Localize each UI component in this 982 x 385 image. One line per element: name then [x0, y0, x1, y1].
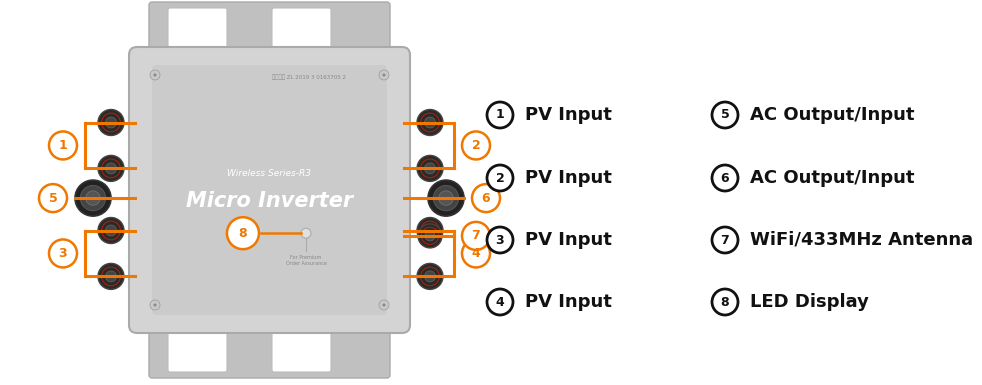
Circle shape	[153, 74, 156, 77]
Circle shape	[424, 117, 435, 128]
Circle shape	[81, 186, 106, 211]
Text: 6: 6	[482, 192, 490, 204]
Circle shape	[487, 102, 513, 128]
Text: 3: 3	[59, 247, 68, 260]
Circle shape	[379, 300, 389, 310]
FancyBboxPatch shape	[272, 8, 331, 62]
Circle shape	[424, 163, 435, 174]
Circle shape	[105, 163, 117, 174]
Text: 3: 3	[496, 233, 505, 246]
Text: 4: 4	[496, 296, 505, 308]
Circle shape	[105, 271, 117, 282]
Circle shape	[49, 239, 77, 268]
Circle shape	[153, 303, 156, 306]
Text: 7: 7	[721, 233, 730, 246]
Circle shape	[462, 131, 490, 159]
Circle shape	[462, 222, 490, 250]
Circle shape	[425, 231, 435, 241]
Text: 7: 7	[471, 229, 480, 243]
Text: For Premium
Order Assurance: For Premium Order Assurance	[286, 255, 326, 266]
Circle shape	[487, 165, 513, 191]
Text: Micro Inverter: Micro Inverter	[186, 191, 354, 211]
Text: 2: 2	[471, 139, 480, 152]
Text: AC Output/Input: AC Output/Input	[750, 169, 914, 187]
Circle shape	[150, 70, 160, 80]
Circle shape	[487, 227, 513, 253]
Text: 8: 8	[721, 296, 730, 308]
Circle shape	[472, 184, 500, 212]
Text: 2: 2	[496, 171, 505, 184]
Circle shape	[428, 180, 464, 216]
Circle shape	[417, 156, 443, 181]
Text: PV Input: PV Input	[525, 106, 612, 124]
FancyBboxPatch shape	[168, 8, 227, 62]
Text: AC Output/Input: AC Output/Input	[750, 106, 914, 124]
Circle shape	[98, 156, 124, 181]
Text: 5: 5	[49, 192, 57, 204]
Text: PV Input: PV Input	[525, 231, 612, 249]
Text: WiFi/433MHz Antenna: WiFi/433MHz Antenna	[750, 231, 973, 249]
Text: 1: 1	[59, 139, 68, 152]
Circle shape	[379, 70, 389, 80]
FancyBboxPatch shape	[168, 318, 227, 372]
Circle shape	[105, 225, 117, 236]
Text: PV Input: PV Input	[525, 293, 612, 311]
Circle shape	[417, 109, 443, 136]
Circle shape	[227, 217, 259, 249]
Circle shape	[712, 227, 738, 253]
Text: 5: 5	[721, 109, 730, 122]
Text: 8: 8	[239, 227, 247, 240]
Text: 特许号： ZL 2019 3 0163705 2: 特许号： ZL 2019 3 0163705 2	[272, 74, 347, 80]
Text: 1: 1	[496, 109, 505, 122]
Circle shape	[712, 289, 738, 315]
Circle shape	[462, 239, 490, 268]
Circle shape	[383, 74, 386, 77]
FancyBboxPatch shape	[129, 47, 410, 333]
Circle shape	[98, 109, 124, 136]
FancyBboxPatch shape	[149, 2, 390, 63]
Circle shape	[424, 271, 435, 282]
Text: LED Display: LED Display	[750, 293, 869, 311]
Text: 6: 6	[721, 171, 730, 184]
Circle shape	[85, 191, 100, 205]
Text: Wireless Series-R3: Wireless Series-R3	[228, 169, 311, 178]
FancyBboxPatch shape	[152, 65, 387, 315]
Circle shape	[712, 102, 738, 128]
Circle shape	[150, 300, 160, 310]
Circle shape	[300, 228, 311, 238]
Circle shape	[49, 131, 77, 159]
Circle shape	[98, 218, 124, 243]
Circle shape	[487, 289, 513, 315]
Circle shape	[105, 117, 117, 128]
Circle shape	[439, 191, 454, 205]
Circle shape	[418, 224, 442, 248]
Circle shape	[383, 303, 386, 306]
Circle shape	[712, 165, 738, 191]
Circle shape	[417, 263, 443, 290]
Circle shape	[433, 186, 459, 211]
Circle shape	[98, 263, 124, 290]
Circle shape	[75, 180, 111, 216]
Circle shape	[39, 184, 67, 212]
Circle shape	[424, 225, 435, 236]
Text: PV Input: PV Input	[525, 169, 612, 187]
Circle shape	[417, 218, 443, 243]
FancyBboxPatch shape	[149, 317, 390, 378]
FancyBboxPatch shape	[272, 318, 331, 372]
Text: 4: 4	[471, 247, 480, 260]
